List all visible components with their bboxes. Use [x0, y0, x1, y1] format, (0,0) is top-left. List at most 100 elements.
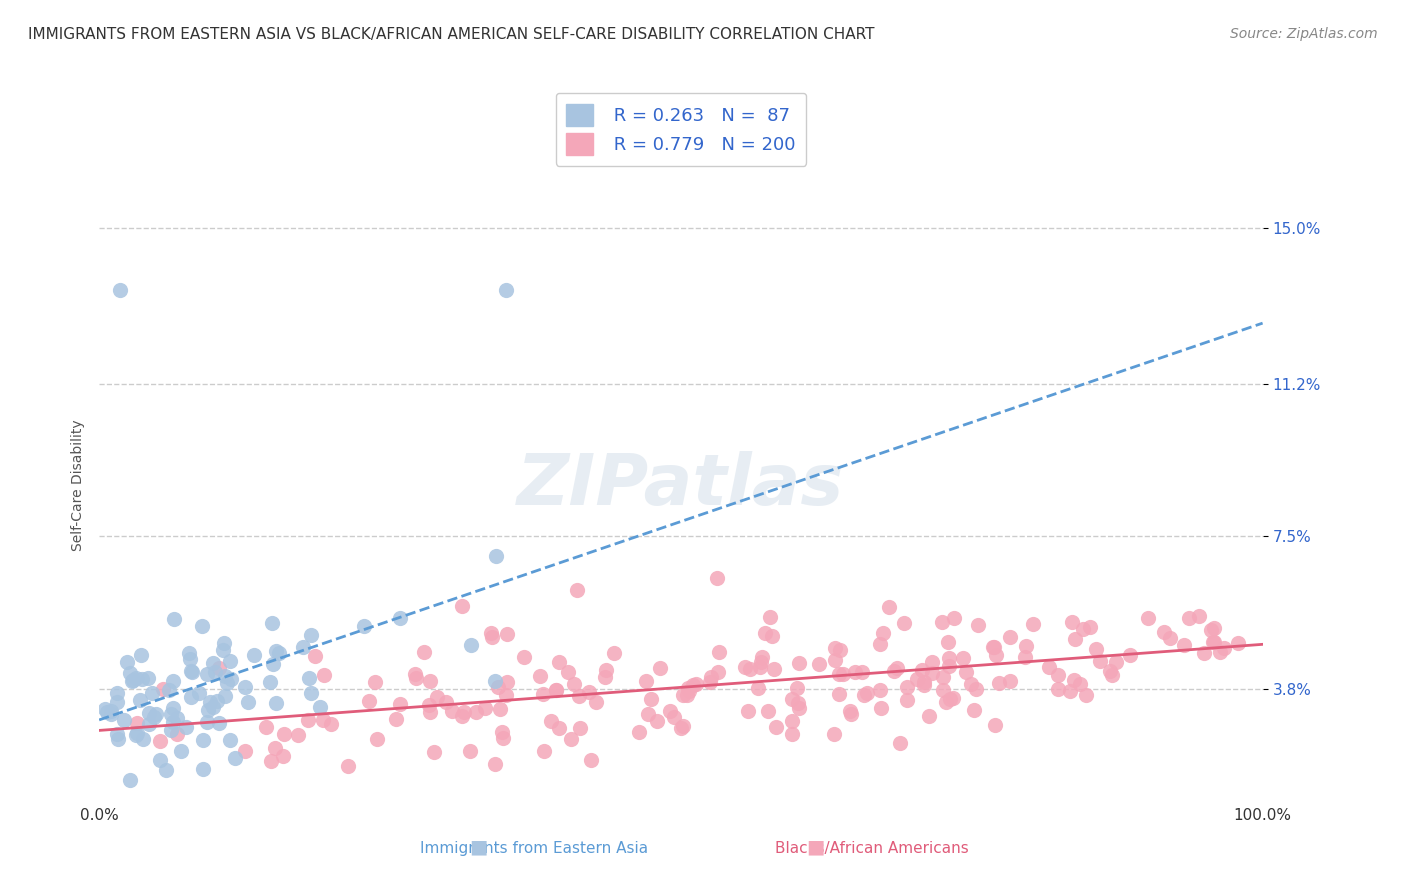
Point	[1104, 655, 1126, 669]
Point	[309, 700, 332, 714]
Point	[405, 671, 427, 685]
Point	[921, 655, 943, 669]
Point	[100, 704, 122, 718]
Point	[299, 628, 322, 642]
Point	[659, 705, 682, 719]
Point	[943, 611, 966, 625]
Point	[751, 650, 773, 665]
Point	[896, 680, 918, 694]
Point	[593, 670, 616, 684]
Point	[678, 681, 700, 696]
Point	[138, 706, 160, 720]
Point	[650, 661, 672, 675]
Point	[1204, 635, 1226, 649]
Point	[910, 663, 932, 677]
Point	[474, 701, 496, 715]
Point	[211, 643, 233, 657]
Point	[921, 666, 943, 681]
Point	[870, 701, 893, 715]
Point	[105, 727, 128, 741]
Point	[404, 667, 426, 681]
Point	[162, 612, 184, 626]
Point	[987, 676, 1010, 690]
Point	[734, 659, 756, 673]
Point	[1022, 617, 1045, 632]
Point	[1201, 623, 1223, 637]
Point	[602, 646, 624, 660]
Point	[963, 702, 986, 716]
Point	[1014, 649, 1036, 664]
Point	[259, 674, 281, 689]
Point	[839, 706, 862, 721]
Point	[823, 727, 845, 741]
Point	[1038, 660, 1060, 674]
Point	[287, 728, 309, 742]
Point	[672, 719, 695, 733]
Point	[159, 682, 181, 697]
Point	[1000, 631, 1022, 645]
Point	[1098, 665, 1121, 679]
Point	[388, 698, 411, 712]
Point	[385, 712, 408, 726]
Point	[578, 685, 600, 699]
Point	[262, 657, 284, 672]
Point	[191, 762, 214, 776]
Point	[1153, 624, 1175, 639]
Point	[260, 754, 283, 768]
Point	[426, 690, 449, 704]
Point	[540, 714, 562, 729]
Point	[932, 682, 955, 697]
Point	[761, 629, 783, 643]
Point	[233, 744, 256, 758]
Point	[254, 720, 277, 734]
Point	[560, 731, 582, 746]
Point	[122, 673, 145, 688]
Point	[682, 678, 704, 692]
Point	[546, 682, 568, 697]
Point	[786, 681, 808, 696]
Point	[495, 688, 517, 702]
Point	[217, 676, 239, 690]
Point	[1188, 609, 1211, 624]
Point	[214, 669, 236, 683]
Point	[893, 615, 915, 630]
Point	[628, 725, 651, 739]
Point	[1084, 641, 1107, 656]
Point	[905, 672, 928, 686]
Point	[208, 716, 231, 731]
Point	[495, 675, 517, 690]
Point	[828, 643, 851, 657]
Point	[136, 671, 159, 685]
Point	[299, 686, 322, 700]
Point	[453, 705, 475, 719]
Point	[496, 627, 519, 641]
Point	[856, 686, 879, 700]
Point	[585, 695, 607, 709]
Point	[107, 731, 129, 746]
Point	[669, 722, 692, 736]
Point	[706, 665, 728, 679]
Point	[180, 690, 202, 704]
Point	[749, 660, 772, 674]
Point	[162, 715, 184, 730]
Point	[1213, 641, 1236, 656]
Point	[312, 713, 335, 727]
Point	[1173, 638, 1195, 652]
Point	[1101, 668, 1123, 682]
Point	[366, 732, 388, 747]
Point	[709, 645, 731, 659]
Point	[202, 657, 225, 671]
Point	[321, 717, 343, 731]
Point	[155, 763, 177, 777]
Text: ZIPatlas: ZIPatlas	[517, 450, 845, 520]
Point	[569, 721, 592, 735]
Point	[938, 691, 960, 706]
Point	[706, 571, 728, 585]
Text: ■: ■	[468, 838, 488, 856]
Point	[124, 671, 146, 685]
Point	[984, 648, 1007, 662]
Point	[389, 611, 412, 625]
Point	[125, 728, 148, 742]
Point	[759, 609, 782, 624]
Point	[936, 635, 959, 649]
